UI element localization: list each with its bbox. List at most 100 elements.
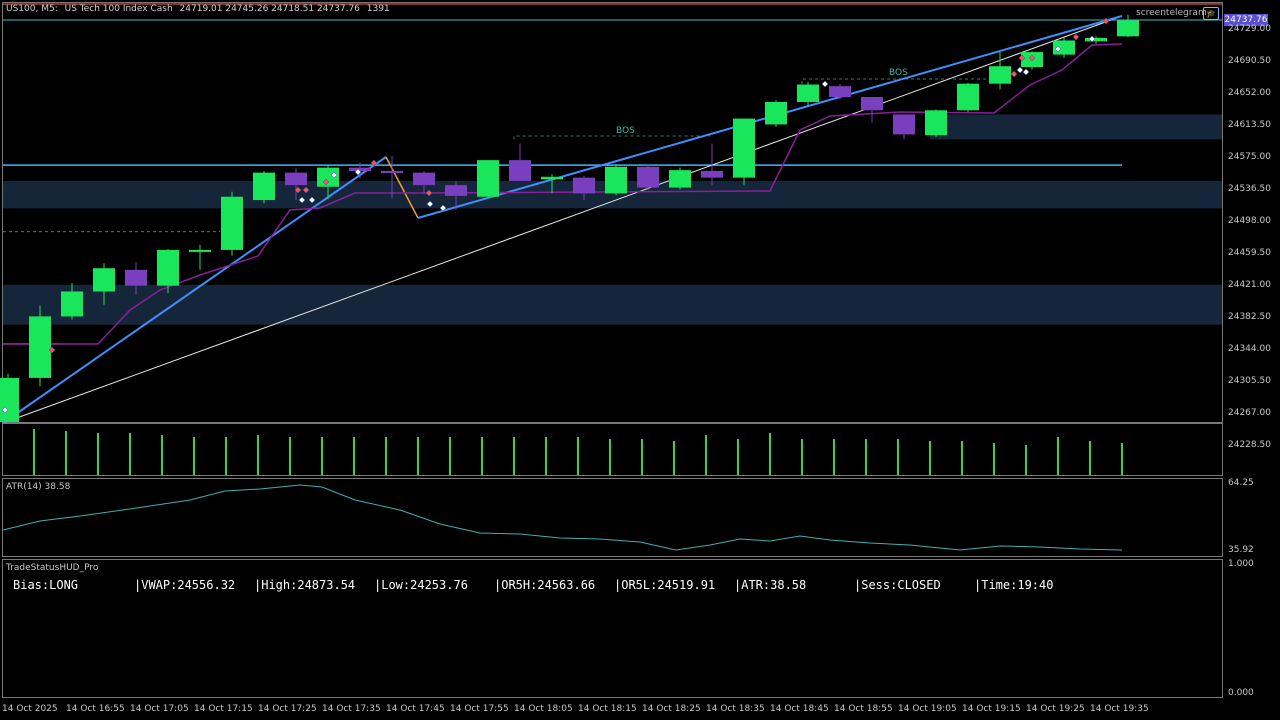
hud-or5l: |OR5L:24519.91: [614, 578, 716, 592]
indicator-lines: [2, 15, 1123, 424]
bull-candle: [157, 249, 179, 286]
price-axis-label: 24305.50: [1228, 376, 1271, 386]
bull-candle: [317, 167, 339, 187]
ohlc-values: 24719.01 24745.26 24718.51 24737.76: [179, 4, 360, 14]
atr-line: [2, 484, 1123, 551]
trade-marker-icon: [439, 204, 447, 212]
trade-marker-icon: [298, 196, 306, 204]
bull-candle: [189, 249, 211, 252]
hud-low: |Low:24253.76: [374, 578, 468, 592]
time-axis-label: 14 Oct 19:15: [962, 704, 1021, 714]
trade-marker-icon: [1072, 33, 1080, 41]
price-axis-label: 24729.00: [1228, 24, 1271, 34]
time-axis-label: 14 Oct 18:45: [770, 704, 829, 714]
bos-line: [513, 135, 710, 140]
atr-min-label: 35.92: [1228, 545, 1254, 555]
bear-candle: [573, 177, 595, 194]
atr-indicator-label: ATR(14) 38.58: [6, 482, 71, 492]
price-axis-label: 24344.00: [1228, 344, 1271, 354]
trade-marker-icon: [426, 200, 434, 208]
hud-high: |High:24873.54: [254, 578, 356, 592]
bull-candle: [669, 170, 691, 188]
time-axis-label: 14 Oct 17:25: [258, 704, 317, 714]
trailing-stop-line: [3, 43, 1123, 345]
time-axis-label: 14 Oct 17:15: [194, 704, 253, 714]
trade-marker-icon: [1016, 66, 1024, 74]
trend-line-white: [2, 15, 1123, 424]
hud-panel-frame: [2, 559, 1223, 698]
bear-candle: [893, 114, 915, 135]
trade-marker-icon: [1028, 54, 1036, 62]
trade-marker-icon: [1, 406, 9, 414]
bull-candle: [0, 377, 19, 422]
trade-marker-icon: [322, 178, 330, 186]
chart-title: US100, M5: US Tech 100 Index Cash 24719.…: [6, 4, 394, 14]
price-axis-label: 24459.50: [1228, 248, 1271, 258]
trade-marker-icon: [354, 168, 362, 176]
time-axis-label: 14 Oct 19:25: [1026, 704, 1085, 714]
bos-label: BOS: [889, 68, 908, 78]
trade-marker-icon: [1018, 54, 1026, 62]
bear-candle: [285, 172, 307, 186]
bull-candle: [957, 83, 979, 111]
bear-candle: [381, 170, 403, 173]
bear-candle: [829, 86, 851, 97]
bull-candle: [765, 101, 787, 125]
hud-indicator-label: TradeStatusHUD_Pro: [6, 563, 99, 573]
brand-label: screentelegram: [1136, 8, 1207, 18]
time-axis-label: 14 Oct 18:15: [578, 704, 637, 714]
bear-candle: [125, 269, 147, 286]
trade-marker-icon: [1022, 68, 1030, 76]
bull-candle: [925, 110, 947, 136]
hud-bias: Bias:LONG: [13, 578, 79, 592]
bear-candle: [861, 96, 883, 111]
bull-candle: [61, 291, 83, 317]
price-axis-label: 24613.50: [1228, 120, 1271, 130]
price-axis-label: 24575.00: [1228, 152, 1271, 162]
zone-box: [930, 114, 1222, 140]
trade-marker-icon: [330, 171, 338, 179]
trade-marker-icon: [308, 196, 316, 204]
bear-candle: [701, 170, 723, 178]
bull-candle: [93, 268, 115, 292]
price-axis-label: 24690.50: [1228, 56, 1271, 66]
tick-count: 1391: [366, 4, 390, 14]
time-axis-label: 14 Oct 17:35: [322, 704, 381, 714]
time-axis-label: 14 Oct 18:25: [642, 704, 701, 714]
swing-line-orange: [385, 156, 419, 219]
time-axis-label: 14 Oct 18:35: [706, 704, 765, 714]
trade-marker-icon: [1054, 45, 1062, 53]
bos-label: BOS: [616, 126, 635, 136]
atr-max-label: 64.25: [1228, 478, 1254, 488]
bull-candle: [1085, 37, 1107, 42]
trade-marker-icon: [1102, 17, 1110, 25]
hud-or5h: |OR5H:24563.66: [494, 578, 596, 592]
atr-panel-frame: [2, 478, 1223, 557]
current-price-badge: 24737.76: [1224, 14, 1268, 26]
price-axis-label: 24498.00: [1228, 216, 1271, 226]
price-axis-label: 24267.00: [1228, 408, 1271, 418]
bull-candle: [605, 166, 627, 194]
trade-marker-icon: [821, 80, 829, 88]
candles: [0, 14, 1139, 422]
bull-candle: [221, 196, 243, 250]
bull-candle: [797, 84, 819, 102]
hud-vwap: |VWAP:24556.32: [134, 578, 236, 592]
bull-candle: [477, 160, 499, 197]
price-axis-label: 24421.00: [1228, 280, 1271, 290]
trade-marker-icon: [1088, 35, 1096, 43]
time-axis-label: 14 Oct 17:45: [386, 704, 445, 714]
graduation-cap-icon: 🎓: [1203, 7, 1219, 20]
trade-marker-icon: [302, 186, 310, 194]
hud-session: |Sess:CLOSED: [854, 578, 941, 592]
time-axis-label: 14 Oct 16:55: [66, 704, 125, 714]
trade-marker-icon: [1010, 70, 1018, 78]
bull-candle: [1117, 20, 1139, 37]
price-axis-label: 24382.50: [1228, 312, 1271, 322]
symbol-label: US100, M5:: [6, 4, 58, 14]
bear-candle: [509, 160, 531, 181]
hud-max-label: 1.000: [1228, 559, 1254, 569]
trade-markers: [1, 17, 1110, 414]
